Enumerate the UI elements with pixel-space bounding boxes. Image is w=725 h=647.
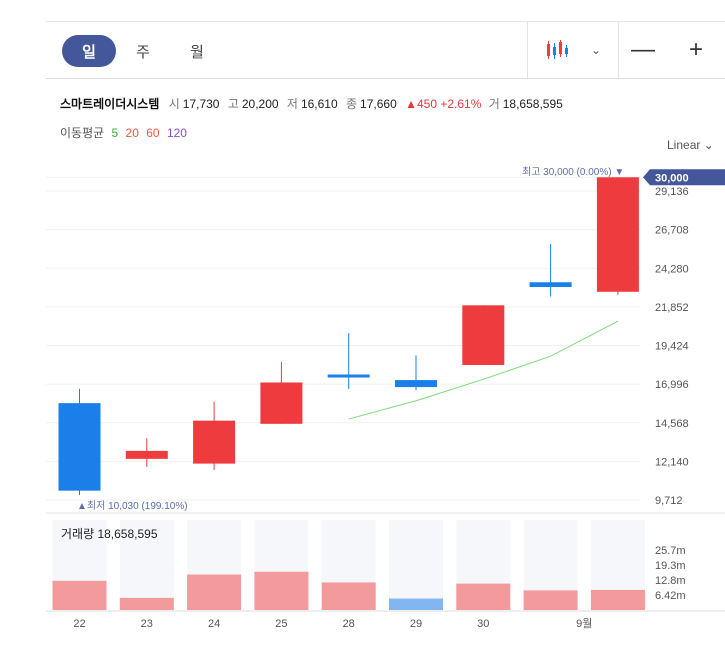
y-tick-label: 14,568 — [655, 418, 689, 430]
x-tick-label: 23 — [141, 618, 153, 630]
volume-bar — [456, 583, 511, 610]
top-divider — [46, 21, 725, 22]
toolbar-right: ⌄ — + — [527, 22, 725, 78]
candle-body — [462, 305, 505, 365]
close-value: 17,660 — [360, 97, 397, 111]
ma-period-20[interactable]: 20 — [125, 126, 139, 140]
high-value: 20,200 — [241, 97, 279, 111]
chevron-down-icon: ⌄ — [703, 138, 714, 152]
candle-body — [395, 380, 437, 388]
y-tick-label: 16,996 — [655, 379, 689, 391]
close-label: 종 — [346, 97, 358, 111]
volume-bar — [389, 598, 443, 610]
moving-average-legend: 이동평균 5 20 60 120 — [60, 124, 191, 141]
x-tick-label: 29 — [410, 618, 422, 630]
candle — [462, 305, 505, 365]
period-tabs: 일 주 월 — [62, 35, 224, 67]
tab-week[interactable]: 주 — [136, 43, 150, 61]
volume-label: 거 — [488, 97, 500, 111]
candle — [193, 401, 236, 470]
candle — [125, 438, 168, 467]
volume-tick-label: 6.42m — [655, 590, 686, 602]
volume-tick-label: 19.3m — [655, 560, 686, 572]
open-label: 시 — [168, 97, 180, 111]
ma-label: 이동평균 — [60, 126, 105, 140]
ma-period-5[interactable]: 5 — [111, 126, 119, 140]
candlestick-icon — [546, 40, 568, 59]
volume-tick-label: 12.8m — [655, 575, 686, 587]
ma5-line — [348, 320, 619, 420]
volume-bar — [523, 590, 578, 610]
candle-body — [125, 450, 168, 459]
candle — [327, 333, 370, 389]
candle — [596, 177, 639, 295]
max-annotation: 최고 30,000 (0.00%) ▼ — [522, 166, 624, 178]
current-price-label: 30,000 — [655, 172, 689, 184]
candle-body — [193, 420, 236, 464]
chart-type-selector[interactable]: ⌄ — [527, 22, 619, 78]
volume-bar — [254, 571, 309, 610]
change-value: ▲450 +2.61% — [405, 97, 482, 111]
volume-bar — [321, 582, 376, 610]
x-tick-label: 24 — [208, 618, 220, 630]
x-tick-label: 22 — [73, 618, 85, 630]
x-tick-label: 25 — [275, 618, 287, 630]
y-tick-label: 9,712 — [655, 495, 683, 507]
tab-month[interactable]: 월 — [190, 43, 204, 61]
chart-toolbar: 일 주 월 ⌄ — + — [46, 22, 725, 79]
high-label: 고 — [227, 97, 239, 111]
x-tick-label: 28 — [343, 618, 355, 630]
y-tick-label: 19,424 — [655, 341, 689, 353]
min-annotation: ▲최저 10,030 (199.10%) — [77, 500, 188, 512]
current-price-tag — [643, 169, 725, 186]
candle — [260, 361, 303, 424]
y-tick-label: 24,280 — [655, 263, 689, 275]
candle — [395, 355, 437, 391]
volume-bg — [389, 520, 443, 610]
scale-mode-selector[interactable]: Linear ⌄ — [667, 138, 714, 152]
candle — [58, 388, 101, 495]
y-tick-label: 26,708 — [655, 225, 689, 237]
volume-bar — [52, 580, 107, 610]
volume-panel-label: 거래량 18,658,595 — [61, 527, 158, 541]
low-label: 저 — [286, 97, 298, 111]
candle-body — [529, 282, 572, 288]
volume-bg — [119, 520, 174, 610]
candle — [529, 244, 572, 297]
x-tick-label: 30 — [477, 618, 489, 630]
zoom-out-button[interactable]: — — [631, 36, 655, 63]
y-tick-label: 21,852 — [655, 302, 689, 314]
volume-bar — [187, 574, 242, 610]
ma-period-60[interactable]: 60 — [146, 126, 160, 140]
chevron-down-icon[interactable]: ⌄ — [590, 43, 602, 57]
stock-name: 스마트레이더시스템 — [60, 97, 160, 111]
candle-body — [260, 382, 303, 424]
y-tick-label: 12,140 — [655, 456, 689, 468]
candle-body — [596, 177, 639, 292]
scale-mode-label: Linear — [667, 138, 701, 152]
y-tick-label: 29,136 — [655, 186, 689, 198]
candle-body — [58, 403, 101, 491]
volume-bar — [119, 597, 174, 610]
low-value: 16,610 — [300, 97, 338, 111]
zoom-in-button[interactable]: + — [688, 36, 703, 63]
candle-body — [327, 374, 370, 378]
tab-day[interactable]: 일 — [62, 35, 116, 67]
volume-value: 18,658,595 — [502, 97, 563, 111]
ma-period-120[interactable]: 120 — [166, 126, 187, 140]
open-value: 17,730 — [182, 97, 220, 111]
stock-summary: 스마트레이더시스템 시 17,730 고 20,200 저 16,610 종 17,66… — [60, 95, 568, 112]
x-tick-label: 9월 — [576, 617, 592, 630]
volume-bar — [590, 589, 645, 610]
volume-tick-label: 25.7m — [655, 545, 686, 557]
